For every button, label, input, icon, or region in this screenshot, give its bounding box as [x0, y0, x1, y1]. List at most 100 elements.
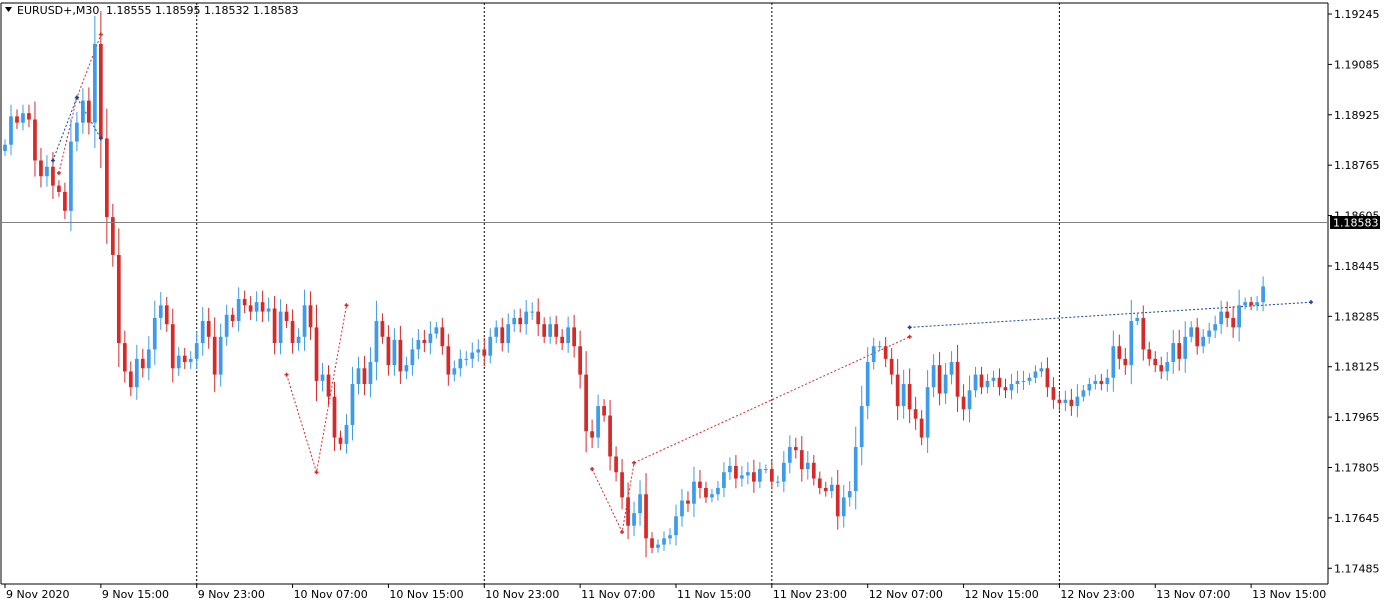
candle[interactable] [542, 317, 547, 344]
candle[interactable] [362, 355, 367, 396]
candle[interactable] [260, 290, 265, 323]
candle[interactable] [386, 325, 391, 376]
candle[interactable] [296, 328, 301, 351]
candle[interactable] [740, 466, 744, 487]
candle[interactable] [865, 347, 870, 420]
candle[interactable] [3, 139, 7, 156]
candle[interactable] [464, 351, 469, 366]
candle[interactable] [817, 471, 822, 495]
candle[interactable] [494, 320, 499, 344]
candle[interactable] [1075, 384, 1080, 418]
candle[interactable] [698, 470, 702, 499]
candle[interactable] [1141, 305, 1146, 361]
candle[interactable] [398, 325, 403, 385]
candle[interactable] [967, 375, 972, 423]
candle[interactable] [63, 182, 67, 220]
candle[interactable] [1033, 365, 1038, 384]
candle[interactable] [1255, 296, 1259, 311]
candle[interactable] [206, 307, 211, 349]
candle[interactable] [644, 473, 648, 558]
candle[interactable] [1261, 276, 1265, 312]
candle[interactable] [997, 368, 1002, 396]
candle[interactable] [134, 344, 139, 400]
candlestick-series[interactable] [3, 11, 1265, 558]
candle[interactable] [1015, 370, 1020, 394]
candle[interactable] [458, 349, 463, 377]
candle[interactable] [164, 296, 169, 332]
candle[interactable] [1243, 297, 1247, 310]
candle[interactable] [925, 370, 930, 454]
candle[interactable] [961, 384, 966, 421]
candle[interactable] [290, 309, 295, 354]
candle[interactable] [979, 366, 984, 395]
candle[interactable] [548, 316, 553, 344]
candle[interactable] [578, 330, 582, 389]
candle[interactable] [704, 481, 708, 503]
candle[interactable] [45, 155, 49, 187]
candle[interactable] [1225, 301, 1230, 327]
candle[interactable] [392, 328, 397, 376]
candle[interactable] [1051, 377, 1056, 409]
candle[interactable] [69, 118, 73, 232]
candle[interactable] [620, 458, 624, 510]
candle[interactable] [470, 342, 475, 368]
candle[interactable] [943, 362, 948, 404]
candle[interactable] [224, 304, 229, 346]
candle[interactable] [1135, 313, 1140, 326]
candle[interactable] [374, 300, 379, 381]
candle[interactable] [506, 313, 511, 353]
candle[interactable] [566, 316, 571, 353]
candle[interactable] [1063, 390, 1068, 412]
candle[interactable] [1117, 334, 1122, 370]
candle[interactable] [140, 348, 145, 378]
candle[interactable] [728, 457, 732, 480]
candle[interactable] [15, 109, 19, 129]
candle[interactable] [87, 87, 91, 135]
candle[interactable] [799, 436, 804, 482]
candle[interactable] [1009, 373, 1014, 400]
candle[interactable] [662, 531, 666, 551]
candle[interactable] [1171, 329, 1176, 374]
candle[interactable] [1003, 378, 1008, 398]
price-axis[interactable]: 1.192451.190851.189251.187651.186051.184… [1328, 8, 1380, 575]
candle[interactable] [656, 539, 660, 553]
candle[interactable] [805, 451, 810, 480]
candle[interactable] [314, 304, 319, 402]
candle[interactable] [338, 430, 343, 451]
candle[interactable] [476, 339, 481, 362]
candle[interactable] [835, 470, 840, 530]
candle[interactable] [859, 385, 864, 466]
candle[interactable] [9, 104, 13, 156]
candle[interactable] [907, 368, 912, 424]
candle[interactable] [302, 289, 307, 351]
candle[interactable] [1105, 369, 1110, 392]
candle[interactable] [1087, 377, 1092, 396]
candle[interactable] [1111, 330, 1116, 392]
candle[interactable] [1027, 373, 1032, 385]
candle[interactable] [308, 291, 313, 340]
candle[interactable] [1213, 315, 1218, 339]
candle[interactable] [823, 481, 828, 497]
candle[interactable] [638, 480, 642, 526]
candle[interactable] [350, 366, 355, 441]
candle[interactable] [512, 309, 517, 332]
candle[interactable] [871, 337, 876, 370]
candle[interactable] [326, 365, 331, 405]
candle[interactable] [1159, 356, 1164, 380]
candle[interactable] [1045, 357, 1050, 397]
candle[interactable] [218, 323, 223, 387]
candle[interactable] [1219, 300, 1224, 334]
candle[interactable] [320, 362, 325, 392]
candle[interactable] [722, 462, 726, 498]
candle[interactable] [368, 347, 373, 398]
candle[interactable] [158, 292, 163, 330]
candle[interactable] [931, 354, 936, 397]
candle[interactable] [500, 318, 505, 352]
candle[interactable] [1081, 384, 1086, 402]
candle[interactable] [949, 351, 954, 385]
candle[interactable] [482, 337, 487, 367]
candle[interactable] [380, 313, 385, 344]
candle[interactable] [554, 315, 559, 345]
candle[interactable] [188, 351, 193, 369]
candle[interactable] [584, 351, 588, 453]
